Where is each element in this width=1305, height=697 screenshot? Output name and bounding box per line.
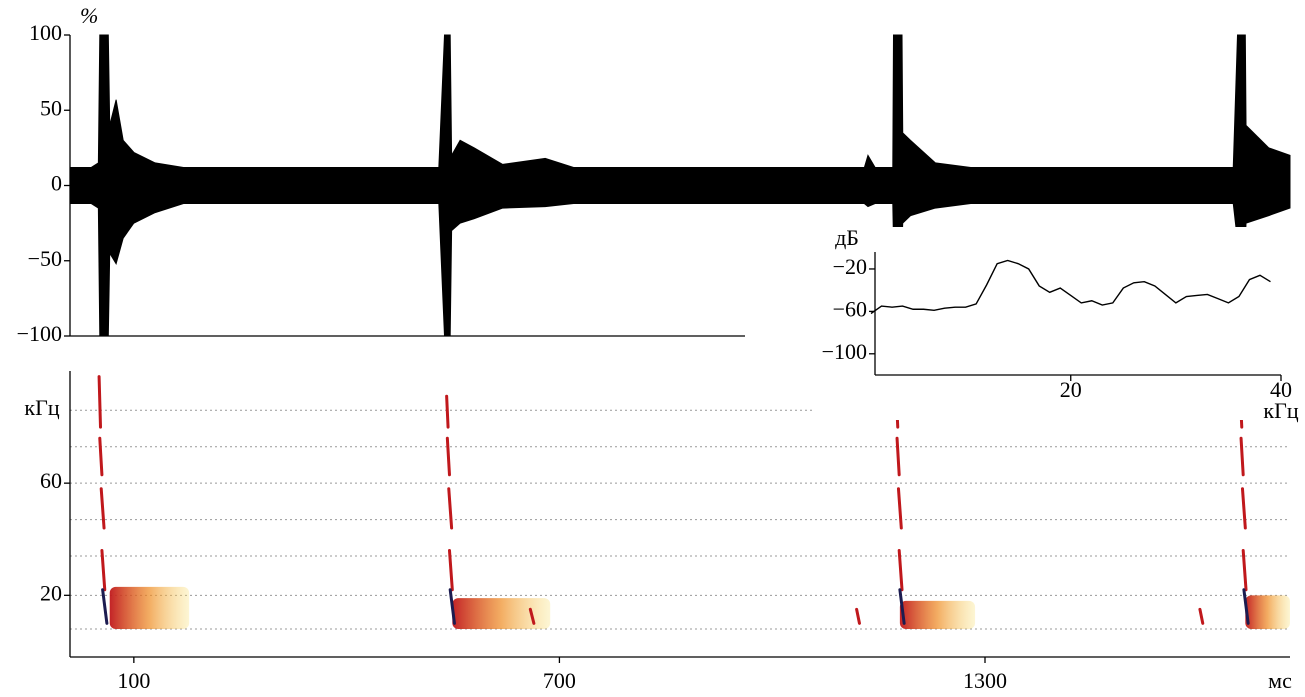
fundamental: [898, 588, 906, 625]
x-tick-label: 20: [1060, 377, 1082, 402]
x-axis-label: кГц: [1263, 398, 1298, 423]
y-tick-label: 0: [51, 171, 62, 196]
harmonic: [1198, 607, 1205, 625]
x-tick-label: 1300: [963, 668, 1007, 693]
x-tick-label: 100: [117, 668, 150, 693]
noise: [452, 598, 551, 629]
y-tick-label: 60: [40, 468, 62, 493]
noise: [899, 600, 976, 629]
y-tick-label: −50: [28, 246, 62, 271]
fundamental: [448, 588, 456, 625]
harmonic: [1241, 548, 1248, 592]
harmonic: [99, 487, 106, 530]
x-axis-label: мс: [1268, 668, 1292, 693]
harmonic: [895, 436, 901, 477]
y-axis-label: кГц: [24, 395, 59, 420]
x-tick-label: 40: [1270, 377, 1292, 402]
y-axis-label: дБ: [835, 225, 859, 250]
harmonic: [1240, 487, 1247, 530]
y-axis-label: %: [80, 3, 98, 28]
y-tick-label: −100: [822, 339, 867, 364]
harmonic: [1239, 436, 1245, 477]
harmonic: [445, 436, 451, 477]
harmonic: [98, 436, 104, 477]
y-tick-label: −20: [833, 254, 867, 279]
fundamental: [101, 588, 109, 625]
harmonic: [447, 487, 454, 530]
harmonic: [100, 548, 107, 592]
harmonic: [528, 607, 536, 625]
harmonic: [97, 375, 102, 429]
spectrum-line: [870, 259, 1271, 315]
y-tick-label: −100: [17, 321, 62, 346]
inset-background: [815, 227, 1305, 420]
y-tick-label: 20: [40, 580, 62, 605]
y-tick-label: 100: [29, 20, 62, 45]
y-tick-label: 50: [40, 95, 62, 120]
harmonic: [855, 607, 861, 625]
y-tick-label: −60: [833, 296, 867, 321]
noise: [109, 586, 190, 629]
harmonic: [896, 487, 903, 530]
fundamental: [1242, 588, 1250, 625]
noise: [1245, 595, 1290, 629]
harmonic: [447, 548, 454, 592]
x-tick-label: 700: [543, 668, 576, 693]
harmonic: [445, 394, 450, 429]
waveform: [69, 34, 1291, 337]
harmonic: [897, 548, 904, 592]
